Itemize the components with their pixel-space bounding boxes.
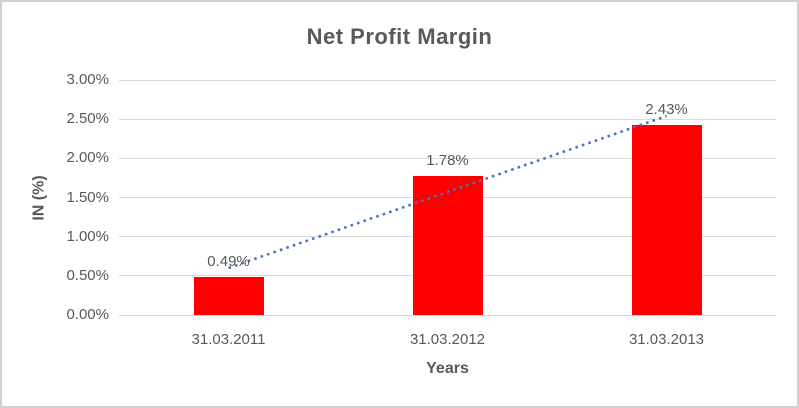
x-axis-title: Years [426,360,469,377]
y-tick-label: 3.00% [66,71,109,88]
bar [412,175,483,315]
bar-value-label: 0.49% [207,252,250,270]
chart-title: Net Profit Margin [306,24,493,49]
x-tick-label: 31.03.2013 [628,331,705,348]
trendline [228,114,667,270]
y-tick-label: 1.50% [66,188,109,206]
y-tick-label: 2.50% [66,110,109,128]
y-tick-label: 0.50% [66,266,109,284]
bar [193,276,264,315]
plot-area: 0.49% 1.78% 2.43% [119,79,776,316]
trendline-path [228,114,667,270]
gridline [119,157,776,159]
bar-value-label: 2.43% [645,100,688,118]
bar [631,124,702,315]
x-tick-label: 31.03.2011 [191,331,266,348]
x-tick-label: 31.03.2012 [409,331,486,348]
y-tick-label: 1.00% [66,227,109,245]
bar-value-label: 1.78% [426,151,469,169]
gridline [119,79,776,81]
x-axis-line [119,314,776,316]
y-tick-label: 2.00% [66,149,109,167]
y-tick-label: 0.00% [66,306,109,323]
gridline [119,118,776,120]
